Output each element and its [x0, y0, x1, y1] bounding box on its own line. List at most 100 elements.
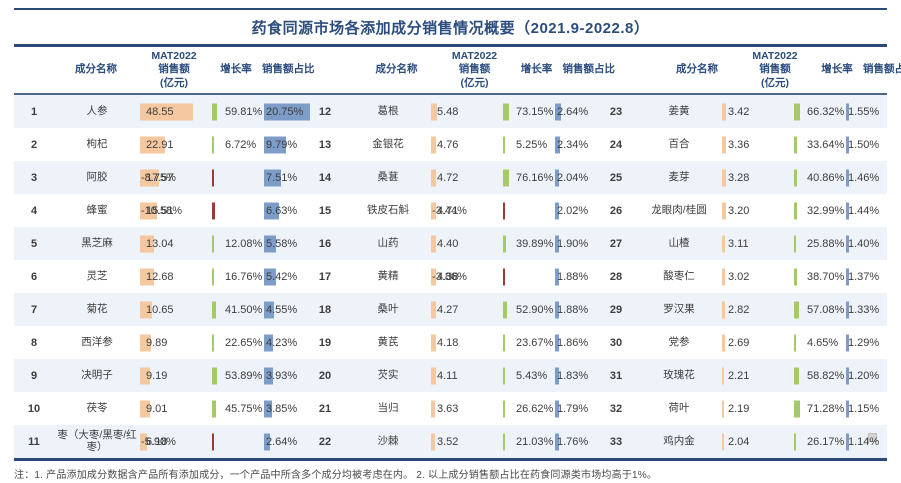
growth-value: 6.72%	[225, 138, 257, 151]
share-bar	[555, 268, 560, 285]
ingredient-name: 罗汉果	[663, 302, 695, 315]
sales-value: 2.82	[728, 303, 750, 316]
row-number: 5	[30, 237, 38, 250]
growth-value: 58.82%	[807, 369, 845, 382]
share-value: 2.64%	[557, 105, 589, 118]
share-value: 1.20%	[848, 369, 880, 382]
sales-bar	[140, 301, 152, 318]
growth-cell: 22.65%	[212, 326, 264, 359]
sales-bar	[431, 433, 435, 450]
sales-bar	[140, 136, 166, 153]
share-cell: 9.79%	[264, 128, 305, 161]
table-row: 6 灵芝 12.68 16.76% 5.42%	[14, 260, 305, 293]
share-cell: 1.86%	[555, 326, 596, 359]
share-cell: 1.83%	[555, 359, 596, 392]
share-cell: 1.33%	[846, 293, 887, 326]
sales-bar	[431, 334, 436, 351]
growth-cell: 76.16%	[503, 161, 555, 194]
share-cell: 3.93%	[264, 359, 305, 392]
share-value: 1.55%	[848, 105, 880, 118]
growth-bar	[794, 433, 797, 450]
ingredient-name: 葛根	[377, 104, 399, 117]
sales-cell: 48.55	[140, 95, 212, 128]
row-number: 22	[318, 435, 332, 448]
row-number: 18	[318, 303, 332, 316]
share-cell: 1.37%	[846, 260, 887, 293]
growth-bar	[794, 169, 798, 186]
share-bar	[555, 334, 560, 351]
sales-value: 3.20	[728, 204, 750, 217]
table-row: 22 沙棘 3.52 21.03% 1.76%	[305, 425, 596, 458]
share-cell: 20.75%	[264, 95, 310, 128]
row-number: 4	[30, 204, 38, 217]
sales-value: 9.01	[146, 402, 168, 415]
growth-cell: 16.76%	[212, 260, 264, 293]
ingredient-name: 阿胶	[86, 170, 108, 183]
sales-cell: 4.71 -3.44%	[431, 194, 503, 227]
ingredient-name: 菊花	[86, 302, 108, 315]
share-cell: 1.88%	[555, 293, 596, 326]
share-cell: 4.55%	[264, 293, 305, 326]
row-number: 21	[318, 402, 332, 415]
share-bar	[264, 136, 286, 153]
sales-value: 3.42	[728, 105, 750, 118]
growth-cell: 52.90%	[503, 293, 555, 326]
sales-value: 4.72	[437, 171, 459, 184]
growth-bar	[503, 235, 507, 252]
growth-value: 4.65%	[807, 336, 839, 349]
growth-value: 32.99%	[807, 204, 845, 217]
share-bar	[264, 235, 277, 252]
row-number: 30	[609, 336, 623, 349]
share-bar	[264, 202, 279, 219]
share-bar	[846, 202, 850, 219]
growth-cell: 73.15%	[503, 95, 555, 128]
sales-value: 2.69	[728, 336, 750, 349]
header-group-2: 成分名称 MAT2022 销售额 (亿元) 增长率 销售额占比	[315, 47, 616, 93]
ingredient-name: 黄芪	[377, 335, 399, 348]
share-bar	[846, 235, 850, 252]
ingredient-name: 金银花	[372, 137, 404, 150]
row-number: 23	[609, 105, 623, 118]
top-rule	[14, 8, 887, 10]
share-cell: 1.90%	[555, 227, 596, 260]
header-sales: MAT2022 销售额 (亿元)	[151, 50, 197, 89]
sales-value: 3.36	[728, 138, 750, 151]
row-number: 29	[609, 303, 623, 316]
growth-cell: 6.72%	[212, 128, 264, 161]
growth-cell: 57.08%	[794, 293, 846, 326]
table-row: 10 茯苓 9.01 45.75% 3.85%	[14, 392, 305, 425]
sales-cell: 4.72	[431, 161, 503, 194]
sales-value: 48.55	[146, 105, 174, 118]
negative-growth-label: -3.44%	[432, 204, 467, 217]
row-number: 20	[318, 369, 332, 382]
growth-cell: 40.86%	[794, 161, 846, 194]
growth-bar	[503, 301, 508, 318]
share-value: 3.93%	[266, 369, 298, 382]
share-bar	[846, 301, 849, 318]
growth-bar	[503, 367, 505, 384]
row-number: 10	[27, 402, 41, 415]
sales-bar	[140, 367, 151, 384]
table-row: 14 桑葚 4.72 76.16% 2.04%	[305, 161, 596, 194]
sales-value: 4.18	[437, 336, 459, 349]
sales-bar	[431, 235, 436, 252]
growth-value: 73.15%	[516, 105, 554, 118]
growth-value: 12.08%	[225, 237, 263, 250]
share-value: 6.63%	[266, 204, 298, 217]
growth-cell: 5.25%	[503, 128, 555, 161]
row-number: 15	[318, 204, 332, 217]
selection-handle-artifact	[868, 433, 877, 442]
header-group-1: 成分名称 MAT2022 销售额 (亿元) 增长率 销售额占比	[14, 47, 315, 93]
table-row: 19 黄芪 4.18 23.67% 1.86%	[305, 326, 596, 359]
header-sales-share: 销售额占比	[262, 63, 315, 76]
growth-value: 33.64%	[807, 138, 845, 151]
report-table: 药食同源市场各添加成分销售情况概要（2021.9-2022.8） 成分名称 MA…	[14, 8, 901, 481]
header-growth-rate: 增长率	[520, 63, 553, 76]
share-bar	[846, 334, 849, 351]
sales-cell: 17.57 -8.75%	[140, 161, 212, 194]
growth-bar	[212, 301, 216, 318]
growth-cell: 32.99%	[794, 194, 846, 227]
growth-cell	[212, 194, 264, 227]
ingredient-name: 麦芽	[668, 170, 690, 183]
table-row-band: 5 黑芝麻 13.04 12.08% 5.58% 16 山药 4.40 39.89% 1.90% 2…	[14, 227, 887, 260]
